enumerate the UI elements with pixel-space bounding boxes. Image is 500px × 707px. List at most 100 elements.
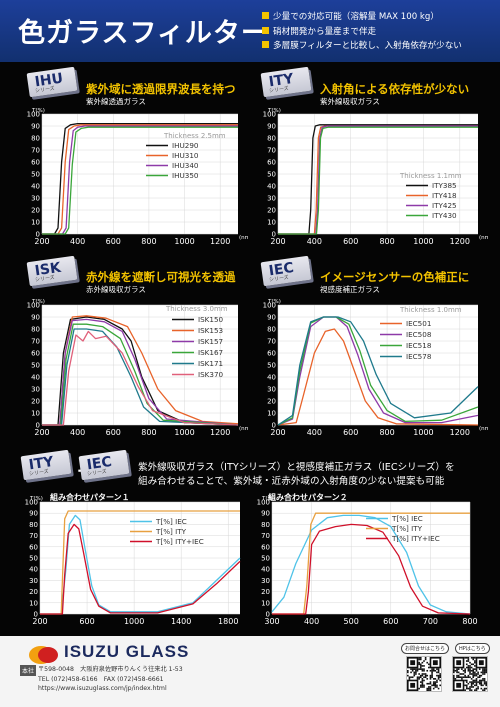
y-tick-label: 60 [31, 159, 40, 167]
qr-module [461, 668, 463, 670]
qr-module [439, 684, 441, 687]
qr-module [408, 676, 411, 679]
qr-module [432, 668, 435, 670]
qr-module [413, 671, 416, 674]
qr-module [475, 682, 478, 685]
y-tick-label: 50 [31, 362, 40, 370]
x-tick-label: 400 [304, 617, 319, 626]
y-tick-label: 20 [29, 588, 38, 596]
qr-module [480, 679, 483, 682]
panel-subtitle: 紫外線吸収ガラス [320, 97, 380, 106]
y-tick-label: 50 [29, 555, 38, 563]
qr-module [475, 678, 478, 680]
qr-module [429, 674, 432, 677]
series-line-iec518 [277, 316, 479, 426]
qr-module [467, 668, 470, 670]
legend-label: IEC578 [406, 352, 432, 361]
y-tick-label: 80 [261, 521, 270, 529]
y-tick-label: 90 [267, 314, 276, 322]
qr-module [423, 673, 425, 675]
thickness-label: Thickness 1.0mm [399, 306, 462, 314]
qr-module [480, 674, 483, 677]
qr-module [482, 689, 484, 691]
x-tick-label: 800 [462, 617, 477, 626]
qr-module [424, 673, 427, 675]
qr-module [464, 671, 466, 674]
qr-module [483, 689, 486, 691]
qr-module [467, 674, 470, 677]
qr-module [467, 660, 470, 662]
panel-headline: 紫外域に透過限界波長を持つ [86, 82, 236, 96]
series-tag-iec: IEC シリーズ [260, 255, 312, 287]
qr-module [482, 679, 484, 682]
qr-code-contact-icon[interactable] [406, 656, 442, 692]
qr-module [428, 689, 430, 691]
qr-module [456, 668, 458, 670]
x-tick-label: 800 [379, 237, 394, 246]
qr-module [477, 686, 479, 688]
qr-module [475, 674, 478, 677]
x-tick-label: 600 [343, 428, 358, 437]
qr-module [418, 676, 420, 679]
qr-module [474, 684, 476, 687]
qr-module [474, 681, 476, 683]
qr-module [436, 686, 438, 688]
qr-module [418, 687, 420, 690]
qr-module [418, 658, 420, 661]
feature-item: 少量での対応可能（溶解量 MAX 100 kg） [262, 10, 462, 25]
x-axis-label: (nm) [479, 235, 488, 241]
qr-module [437, 674, 440, 677]
y-tick-label: 10 [31, 219, 40, 227]
qr-module [423, 679, 425, 682]
qr-module [421, 673, 424, 675]
qr-module [474, 661, 476, 664]
y-tick-label: 50 [31, 171, 40, 179]
qr-module [464, 674, 466, 677]
x-tick-label: 600 [106, 237, 121, 246]
qr-module [474, 657, 476, 659]
chart-svg: 0 10 20 30 40 50 60 70 80 90 100 300 400 500 600 700 800… [257, 496, 478, 626]
qr-module [485, 669, 487, 672]
chart-ihu: 0 10 20 30 40 50 60 70 80 90 100 200 400 600 800 1000 12… [16, 104, 248, 246]
company-logo-icon [29, 646, 58, 664]
qr-module [470, 684, 473, 687]
x-tick-label: 400 [307, 237, 322, 246]
x-tick-label: 1200 [450, 237, 470, 246]
qr-module [436, 681, 438, 683]
qr-module [416, 678, 419, 680]
qr-module [465, 679, 468, 682]
legend-label: IEC508 [406, 330, 432, 339]
qr-module [467, 665, 470, 667]
qr-module [416, 676, 419, 679]
qr-module [470, 681, 473, 683]
qr-code-homepage-icon[interactable] [452, 656, 488, 692]
x-tick-label: 1000 [174, 237, 194, 246]
website-link[interactable]: https://www.isuzuglass.com/jp/index.html [38, 685, 167, 692]
qr-module [415, 673, 417, 675]
qr-module [413, 674, 416, 677]
qr-module [469, 665, 471, 667]
y-tick-label: 80 [267, 135, 276, 143]
y-tick-label: 70 [261, 532, 270, 540]
y-tick-label: 50 [267, 171, 276, 179]
qr-module [426, 669, 429, 672]
qr-module [480, 684, 483, 687]
qr-module [434, 678, 437, 680]
qr-module [480, 671, 483, 674]
legend-label: T[%] ITY [155, 527, 187, 536]
qr-module [472, 682, 475, 685]
qr-module [428, 687, 430, 690]
qr-module [434, 681, 437, 683]
qr-module [478, 668, 481, 670]
qr-module [467, 657, 470, 659]
series-tag-sub: シリーズ [86, 468, 108, 478]
qr-module [421, 661, 424, 664]
legend-label: ISK153 [198, 326, 223, 335]
combo-line-2: 組み合わせることで、紫外域・近赤外域の入射角度の少ない提案も可能 [138, 476, 445, 487]
qr-pattern [453, 657, 487, 691]
x-tick-label: 800 [141, 428, 156, 437]
chart-combo2: 0 10 20 30 40 50 60 70 80 90 100 300 400 500 600 700 800… [254, 484, 480, 632]
qr-module [474, 668, 476, 670]
qr-module [475, 684, 478, 687]
x-tick-label: 1200 [210, 237, 230, 246]
